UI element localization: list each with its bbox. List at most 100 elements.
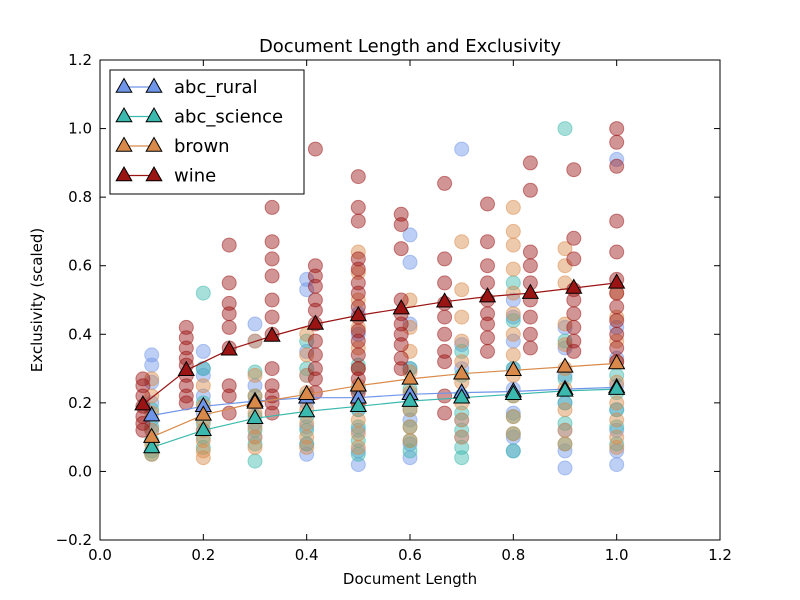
scatter-point-wine-7 <box>178 319 194 335</box>
scatter-point-wine-96 <box>522 244 538 260</box>
scatter-point-brown-85 <box>609 429 625 445</box>
scatter-point-wine-36 <box>264 405 280 421</box>
scatter-point-wine-15 <box>178 395 194 411</box>
axis-ticks: 0.0 0.2 0.4 0.6 0.8 1.0 1.2−0.20.00.20.40.60.8… <box>56 51 732 564</box>
scatter-point-wine-86 <box>480 234 495 250</box>
mean-marker-abc_rural-0 <box>142 406 161 422</box>
scatter-point-wine-103 <box>566 162 582 178</box>
y-tick-label-5: 0.8 <box>68 188 92 206</box>
scatter-point-brown-18 <box>247 429 263 445</box>
scatter-point-abc_rural-70 <box>609 457 625 473</box>
scatter-point-brown-84 <box>609 412 625 428</box>
scatter-point-brown-62 <box>505 326 521 342</box>
scatter-point-brown-19 <box>247 439 263 455</box>
scatter-point-wine-51 <box>350 213 366 229</box>
scatter-point-wine-22 <box>221 378 237 394</box>
scatter-point-wine-28 <box>264 268 280 284</box>
scatter-point-abc_science-35 <box>454 343 470 359</box>
scatter-point-wine-77 <box>437 275 453 291</box>
scatter-point-brown-83 <box>609 395 625 411</box>
scatter-point-brown-59 <box>505 261 521 277</box>
scatter-point-wine-25 <box>264 199 280 215</box>
legend-marker-right-brown <box>145 136 163 152</box>
scatter-point-wine-76 <box>437 251 453 267</box>
scatter-point-abc_rural-12 <box>247 316 263 332</box>
scatter-point-brown-60 <box>505 285 521 301</box>
scatter-point-abc_rural-36 <box>402 316 418 332</box>
scatter-point-brown-66 <box>505 409 521 425</box>
scatter-point-brown-67 <box>505 426 521 442</box>
scatter-point-wine-6 <box>135 422 151 438</box>
scatter-point-wine-113 <box>609 134 625 150</box>
scatter-point-brown-6 <box>195 378 211 394</box>
y-tick-label-1: 0.0 <box>68 462 92 480</box>
scatter-point-brown-56 <box>505 199 521 215</box>
mean-marker-abc_science-9 <box>607 379 626 395</box>
scatter-point-wine-71 <box>393 326 409 342</box>
scatter-point-wine-116 <box>609 244 625 260</box>
mean-marker-wine-10 <box>565 278 583 294</box>
scatter-point-brown-21 <box>299 347 315 363</box>
scatter-point-wine-93 <box>480 343 495 359</box>
scatter-point-abc_rural-6 <box>195 343 211 359</box>
x-tick-label-5: 1.0 <box>605 546 629 564</box>
scatter-point-wine-111 <box>566 343 582 359</box>
scatter-point-wine-80 <box>437 326 453 342</box>
scatter-point-wine-102 <box>522 340 538 356</box>
mean-marker-wine-7 <box>435 292 454 308</box>
scatter-point-wine-92 <box>480 330 495 346</box>
legend-marker-right-abc_rural <box>145 77 163 93</box>
mean-marker-wine-5 <box>349 305 368 322</box>
scatter-point-wine-97 <box>522 258 538 274</box>
scatter-point-brown-61 <box>505 306 521 322</box>
scatter-point-wine-67 <box>393 241 409 257</box>
scatter-point-abc_science-6 <box>195 361 211 377</box>
scatter-point-wine-55 <box>350 285 366 301</box>
scatter-point-abc_rural-42 <box>454 141 470 157</box>
scatter-point-wine-52 <box>350 251 366 267</box>
scatter-point-brown-55 <box>454 429 470 445</box>
mean-marker-brown-4 <box>349 376 368 392</box>
y-tick-label-0: −0.2 <box>56 531 92 549</box>
scatter-point-abc_rural-19 <box>299 282 315 298</box>
mean-marker-abc_science-5 <box>401 391 419 407</box>
scatter-point-wine-20 <box>221 319 237 335</box>
scatter-point-abc_science-50 <box>557 333 573 349</box>
mean-marker-brown-2 <box>246 393 264 409</box>
scatter-point-wine-73 <box>393 350 409 366</box>
scatter-point-wine-33 <box>264 378 280 394</box>
scatter-point-brown-86 <box>609 439 625 455</box>
y-tick-label-7: 1.2 <box>68 51 92 69</box>
mean-marker-wine-3 <box>263 326 281 342</box>
scatter-point-brown-57 <box>505 223 521 239</box>
scatter-point-wine-105 <box>566 251 582 267</box>
scatter-point-wine-75 <box>437 175 453 191</box>
mean-marker-wine-2 <box>220 340 238 356</box>
y-tick-label-6: 1.0 <box>68 120 92 138</box>
mean-line-abc_rural <box>151 386 617 417</box>
mean-marker-wine-11 <box>607 273 626 289</box>
scatter-point-brown-68 <box>557 241 573 257</box>
scatter-point-brown-27 <box>299 439 315 455</box>
y-tick-label-2: 0.2 <box>68 394 92 412</box>
scatter-point-wine-29 <box>264 292 280 308</box>
scatter-point-wine-82 <box>437 354 453 370</box>
scatter-point-wine-13 <box>178 378 194 394</box>
scatter-point-wine-59 <box>350 333 366 349</box>
scatter-point-abc_rural-35 <box>402 254 418 270</box>
scatter-point-abc_rural-20 <box>299 343 315 359</box>
scatter-point-abc_science-11 <box>247 364 263 380</box>
scatter-point-brown-79 <box>609 309 625 325</box>
scatter-point-wine-41 <box>307 292 323 308</box>
scatter-point-wine-9 <box>178 340 194 356</box>
scatter-point-brown-71 <box>557 316 573 332</box>
scatter-point-wine-47 <box>307 371 323 387</box>
scatter-point-wine-122 <box>609 340 625 356</box>
scatter-point-abc_rural-0 <box>144 347 160 363</box>
scatter-point-brown-26 <box>299 429 315 445</box>
scatter-point-wine-74 <box>393 361 409 377</box>
mean-marker-brown-9 <box>607 353 626 370</box>
mean-marker-wine-9 <box>521 283 540 299</box>
mean-marker-brown-3 <box>297 384 316 401</box>
